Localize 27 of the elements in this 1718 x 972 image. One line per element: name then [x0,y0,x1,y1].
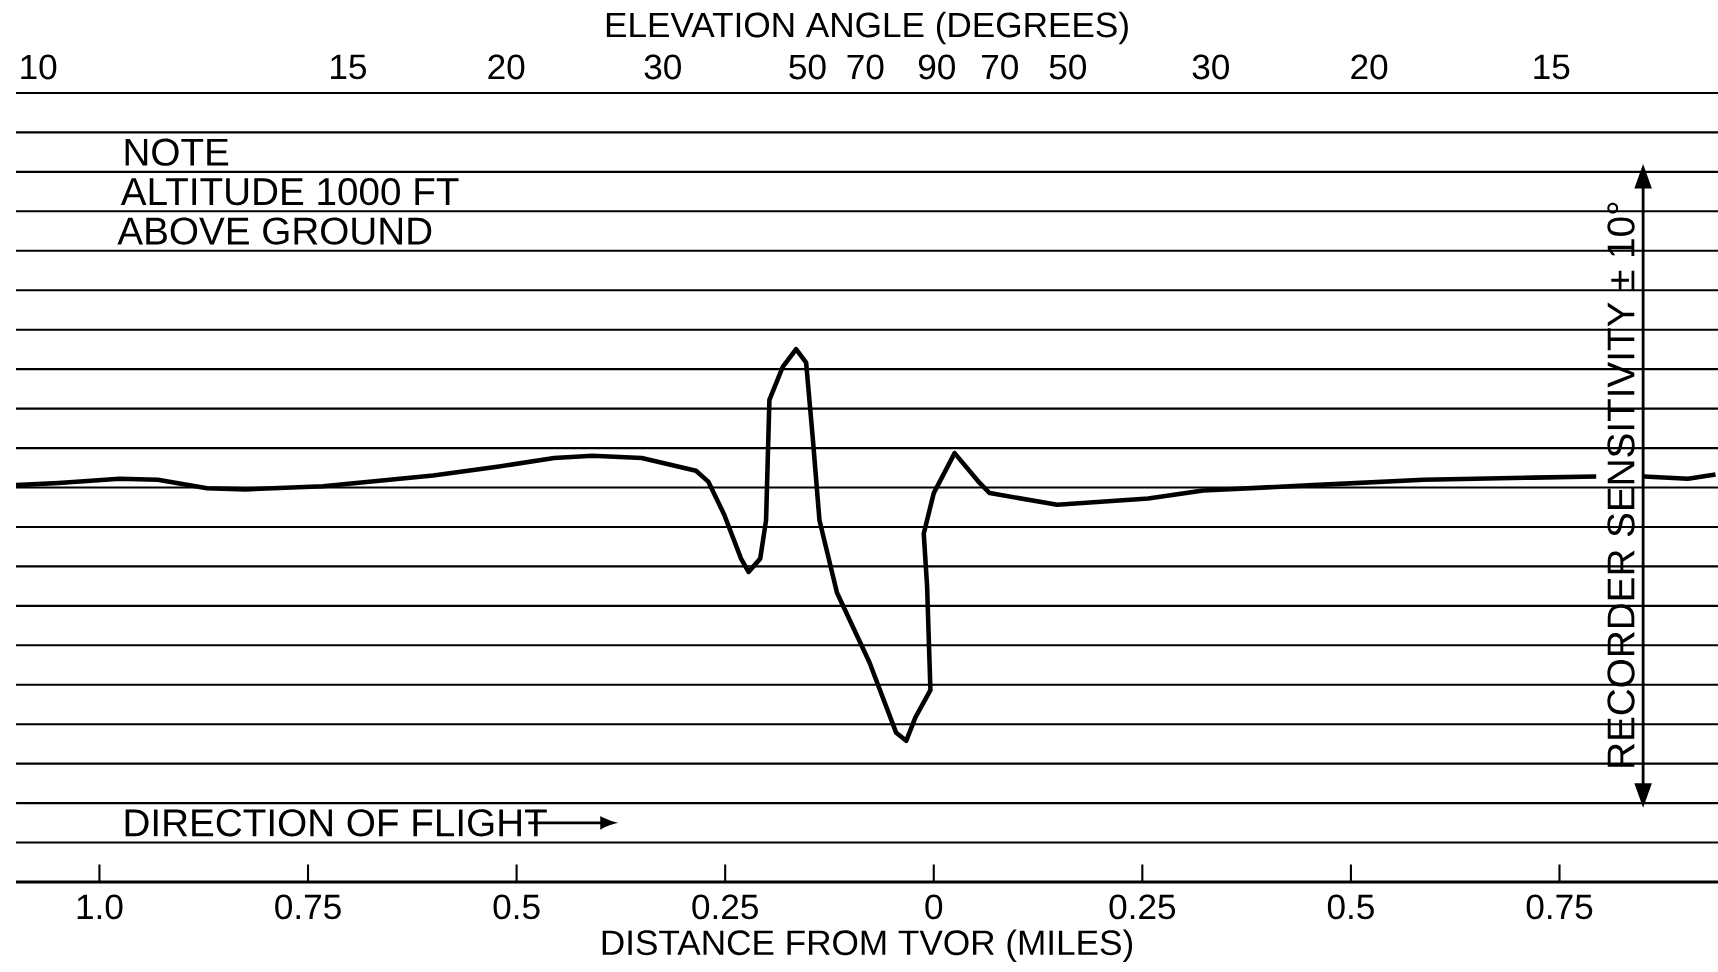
text: 15 [1534,54,1570,80]
text: ABOVE GROUND [117,217,432,245]
x-tick-label: 0.25 [692,894,758,920]
annotation: RECORDER SENSITIVITY ± 10° [1607,202,1635,767]
x-tick-label: 0.5 [493,894,540,920]
x-tick-label: 0.75 [1526,894,1593,920]
text: 90 [918,54,955,80]
text: 20 [1351,54,1388,80]
x-tick-label: 0.25 [1109,894,1176,920]
x-tick-label: 0.5 [1327,894,1374,920]
x-axis-title: DISTANCE FROM TVOR (MILES) [602,929,1133,963]
x2-axis-title: ELEVATION ANGLE (DEGREES) [606,11,1128,45]
x-tick-label: 1.0 [77,894,123,920]
text: 10 [21,54,57,80]
text: 30 [644,54,681,80]
text: 20 [488,54,525,80]
text: NOTE [125,138,229,166]
x-tick-label: 0 [925,894,943,920]
x-tick-label: 0.75 [275,894,341,920]
text: ALTITUDE 1000 FT [120,177,459,206]
text: 15 [331,54,366,80]
annotation: DIRECTION OF FLIGHT [125,809,547,837]
text: 50 [789,54,826,80]
text: 70 [847,54,884,80]
text: 70 [982,54,1018,80]
text: 30 [1192,54,1229,80]
text: 50 [1049,54,1087,80]
